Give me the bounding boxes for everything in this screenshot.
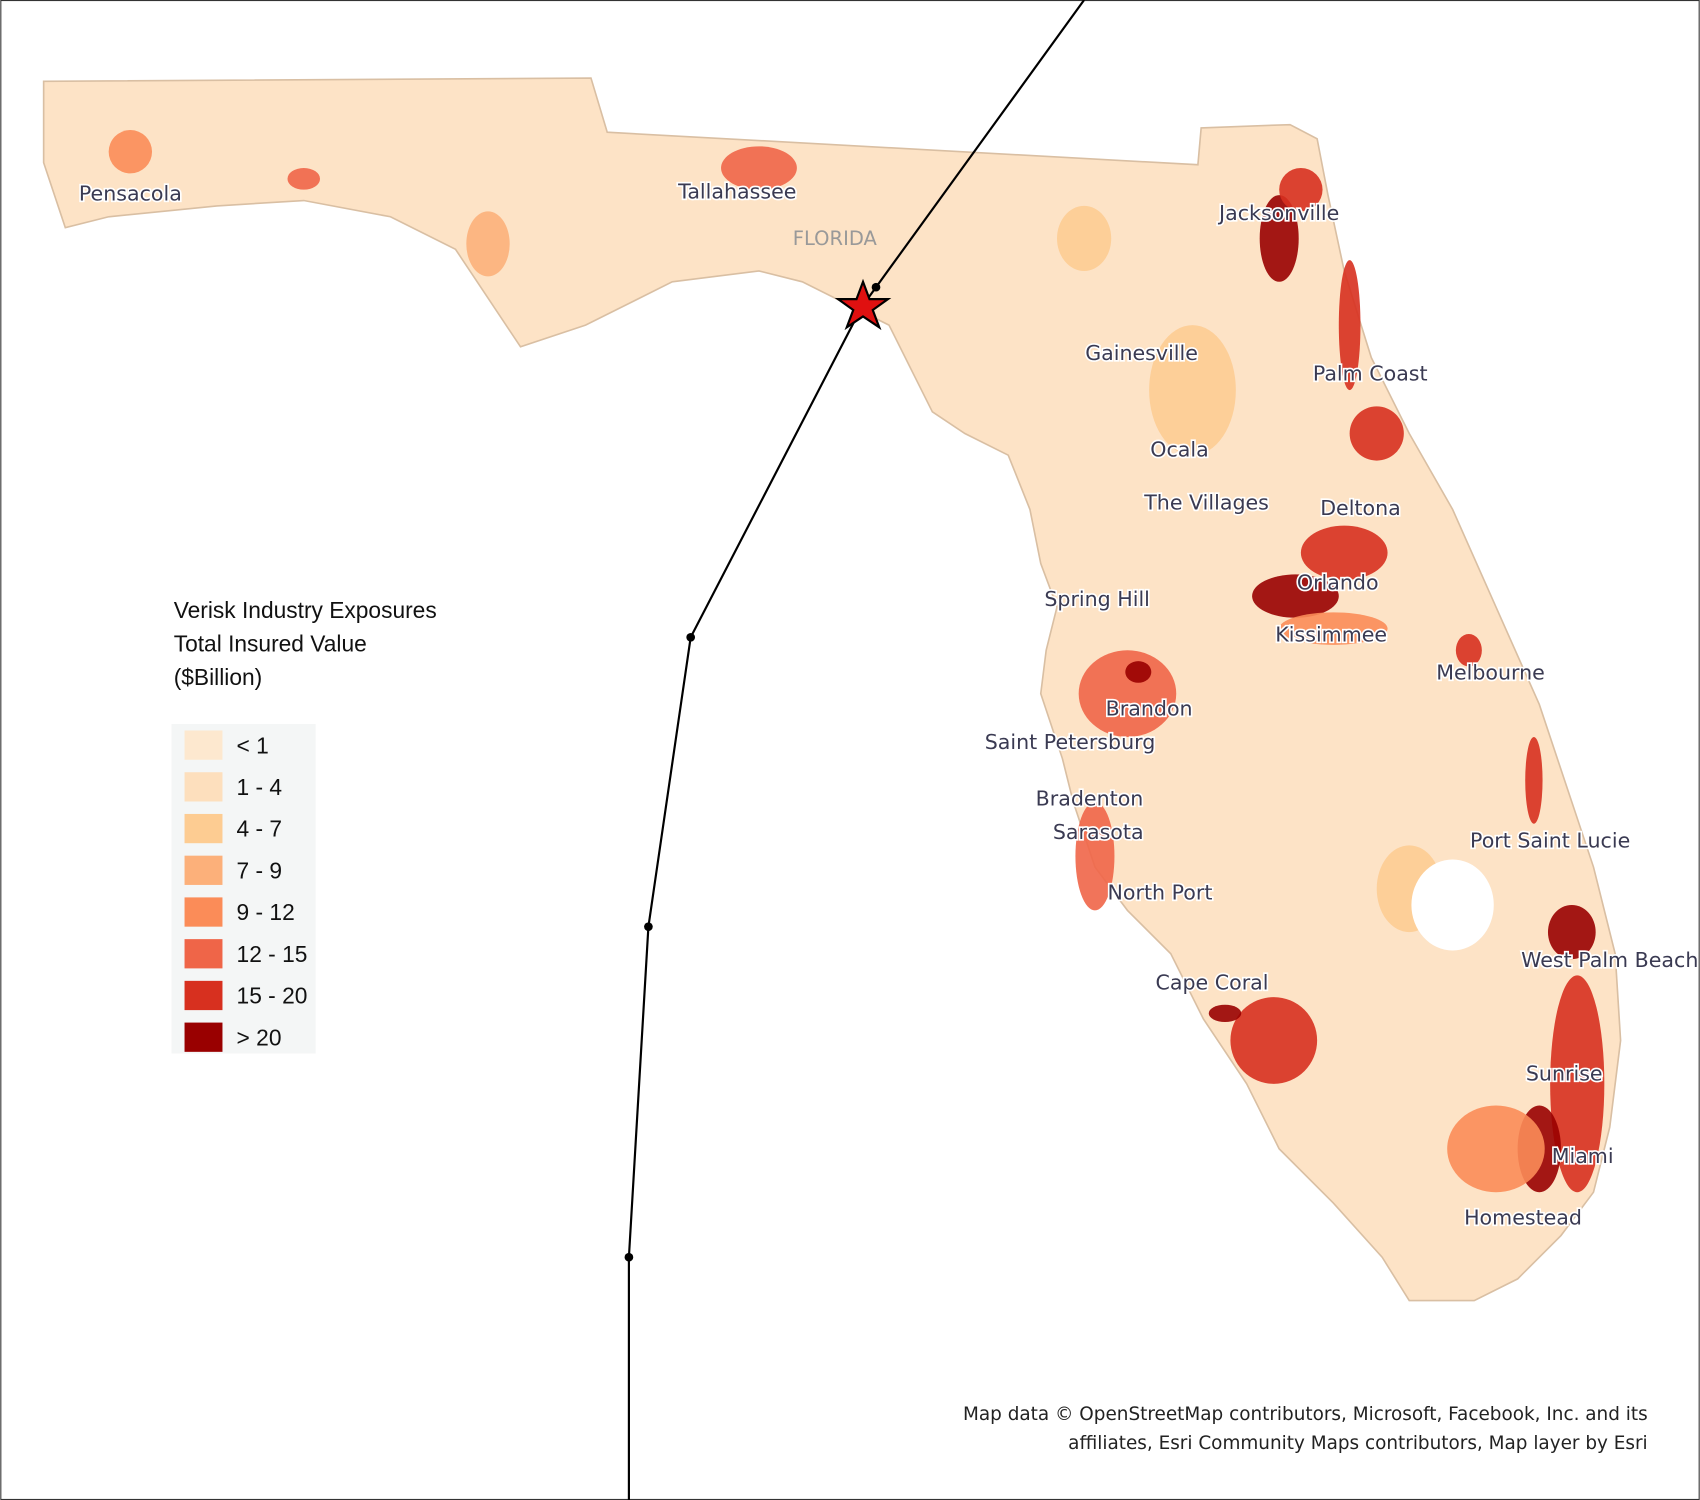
attribution: affiliates, Esri Community Maps contribu…	[1068, 1433, 1648, 1454]
legend-title: Total Insured Value	[174, 630, 367, 656]
city-label: Tallahassee	[677, 179, 796, 203]
attribution: Map data © OpenStreetMap contributors, M…	[963, 1404, 1648, 1425]
city-label: Miami	[1552, 1144, 1614, 1168]
exposure-region	[1149, 325, 1236, 456]
exposure-region	[1057, 205, 1112, 271]
legend-swatch	[184, 897, 223, 927]
city-label: Bradenton	[1036, 786, 1144, 810]
legend-title: ($Billion)	[174, 664, 263, 690]
legend-swatch	[184, 813, 223, 844]
exposure-region	[1125, 661, 1152, 683]
exposure-region	[1259, 195, 1299, 282]
exposure-region	[1447, 1105, 1545, 1193]
exposure-region	[466, 211, 510, 277]
exposure-region	[1550, 975, 1605, 1193]
exposure-region	[721, 146, 797, 190]
legend-title: Verisk Industry Exposures	[174, 597, 437, 623]
city-label: North Port	[1108, 881, 1213, 905]
legend-label: 7 - 9	[237, 857, 283, 883]
state-label: FLORIDA	[793, 227, 878, 250]
city-label: Palm Coast	[1313, 361, 1428, 385]
exposure-region	[1455, 634, 1482, 667]
exposure-region	[1338, 260, 1361, 391]
exposure-region	[1075, 802, 1115, 911]
exposure-region	[1547, 904, 1596, 960]
legend-swatch	[184, 939, 223, 969]
legend-label: > 20	[237, 1024, 282, 1050]
exposure-region	[1279, 167, 1323, 212]
city-label: The Villages	[1143, 490, 1269, 514]
legend-swatch	[184, 772, 223, 802]
city-label: Sunrise	[1526, 1062, 1603, 1086]
city-label: Spring Hill	[1044, 587, 1150, 611]
city-label: Cape Coral	[1155, 971, 1268, 995]
city-label: Homestead	[1464, 1206, 1582, 1230]
exposure-region	[1078, 650, 1177, 737]
exposure-region	[1230, 997, 1318, 1084]
city-label: Pensacola	[79, 182, 182, 206]
city-label: Sarasota	[1053, 820, 1144, 844]
legend-swatch	[184, 730, 223, 760]
exposure-region	[287, 167, 321, 190]
city-label: Gainesville	[1085, 341, 1198, 365]
legend-swatch	[184, 1022, 223, 1052]
exposure-region	[1525, 736, 1543, 824]
city-label: Melbourne	[1436, 661, 1545, 685]
exposure-region	[1349, 406, 1404, 461]
legend-swatch	[184, 980, 223, 1011]
legend-label: < 1	[237, 732, 269, 758]
exposure-region	[1279, 612, 1388, 645]
exposure-region	[1252, 574, 1339, 618]
legend-label: 15 - 20	[237, 983, 308, 1009]
exposure-region	[1300, 525, 1388, 580]
landfall-star	[834, 278, 892, 331]
legend-label: 1 - 4	[237, 774, 283, 800]
exposure-region	[1208, 1004, 1242, 1023]
exposure-region	[108, 130, 153, 174]
legend-swatch	[184, 855, 223, 885]
legend-label: 4 - 7	[237, 816, 283, 842]
lake	[1411, 859, 1494, 951]
city-label: Brandon	[1106, 696, 1193, 720]
city-label: Kissimmee	[1275, 623, 1387, 647]
city-label: West Palm Beach	[1521, 948, 1698, 972]
city-label: Ocala	[1150, 437, 1208, 461]
city-label: Jacksonville	[1217, 201, 1339, 225]
city-label: Port Saint Lucie	[1470, 829, 1630, 853]
city-label: Deltona	[1320, 496, 1401, 520]
track-points	[624, 282, 881, 1262]
city-label: Saint Petersburg	[985, 730, 1156, 754]
legend-label: 12 - 15	[237, 941, 308, 967]
city-label: Orlando	[1297, 571, 1379, 595]
legend-label: 9 - 12	[237, 899, 295, 925]
